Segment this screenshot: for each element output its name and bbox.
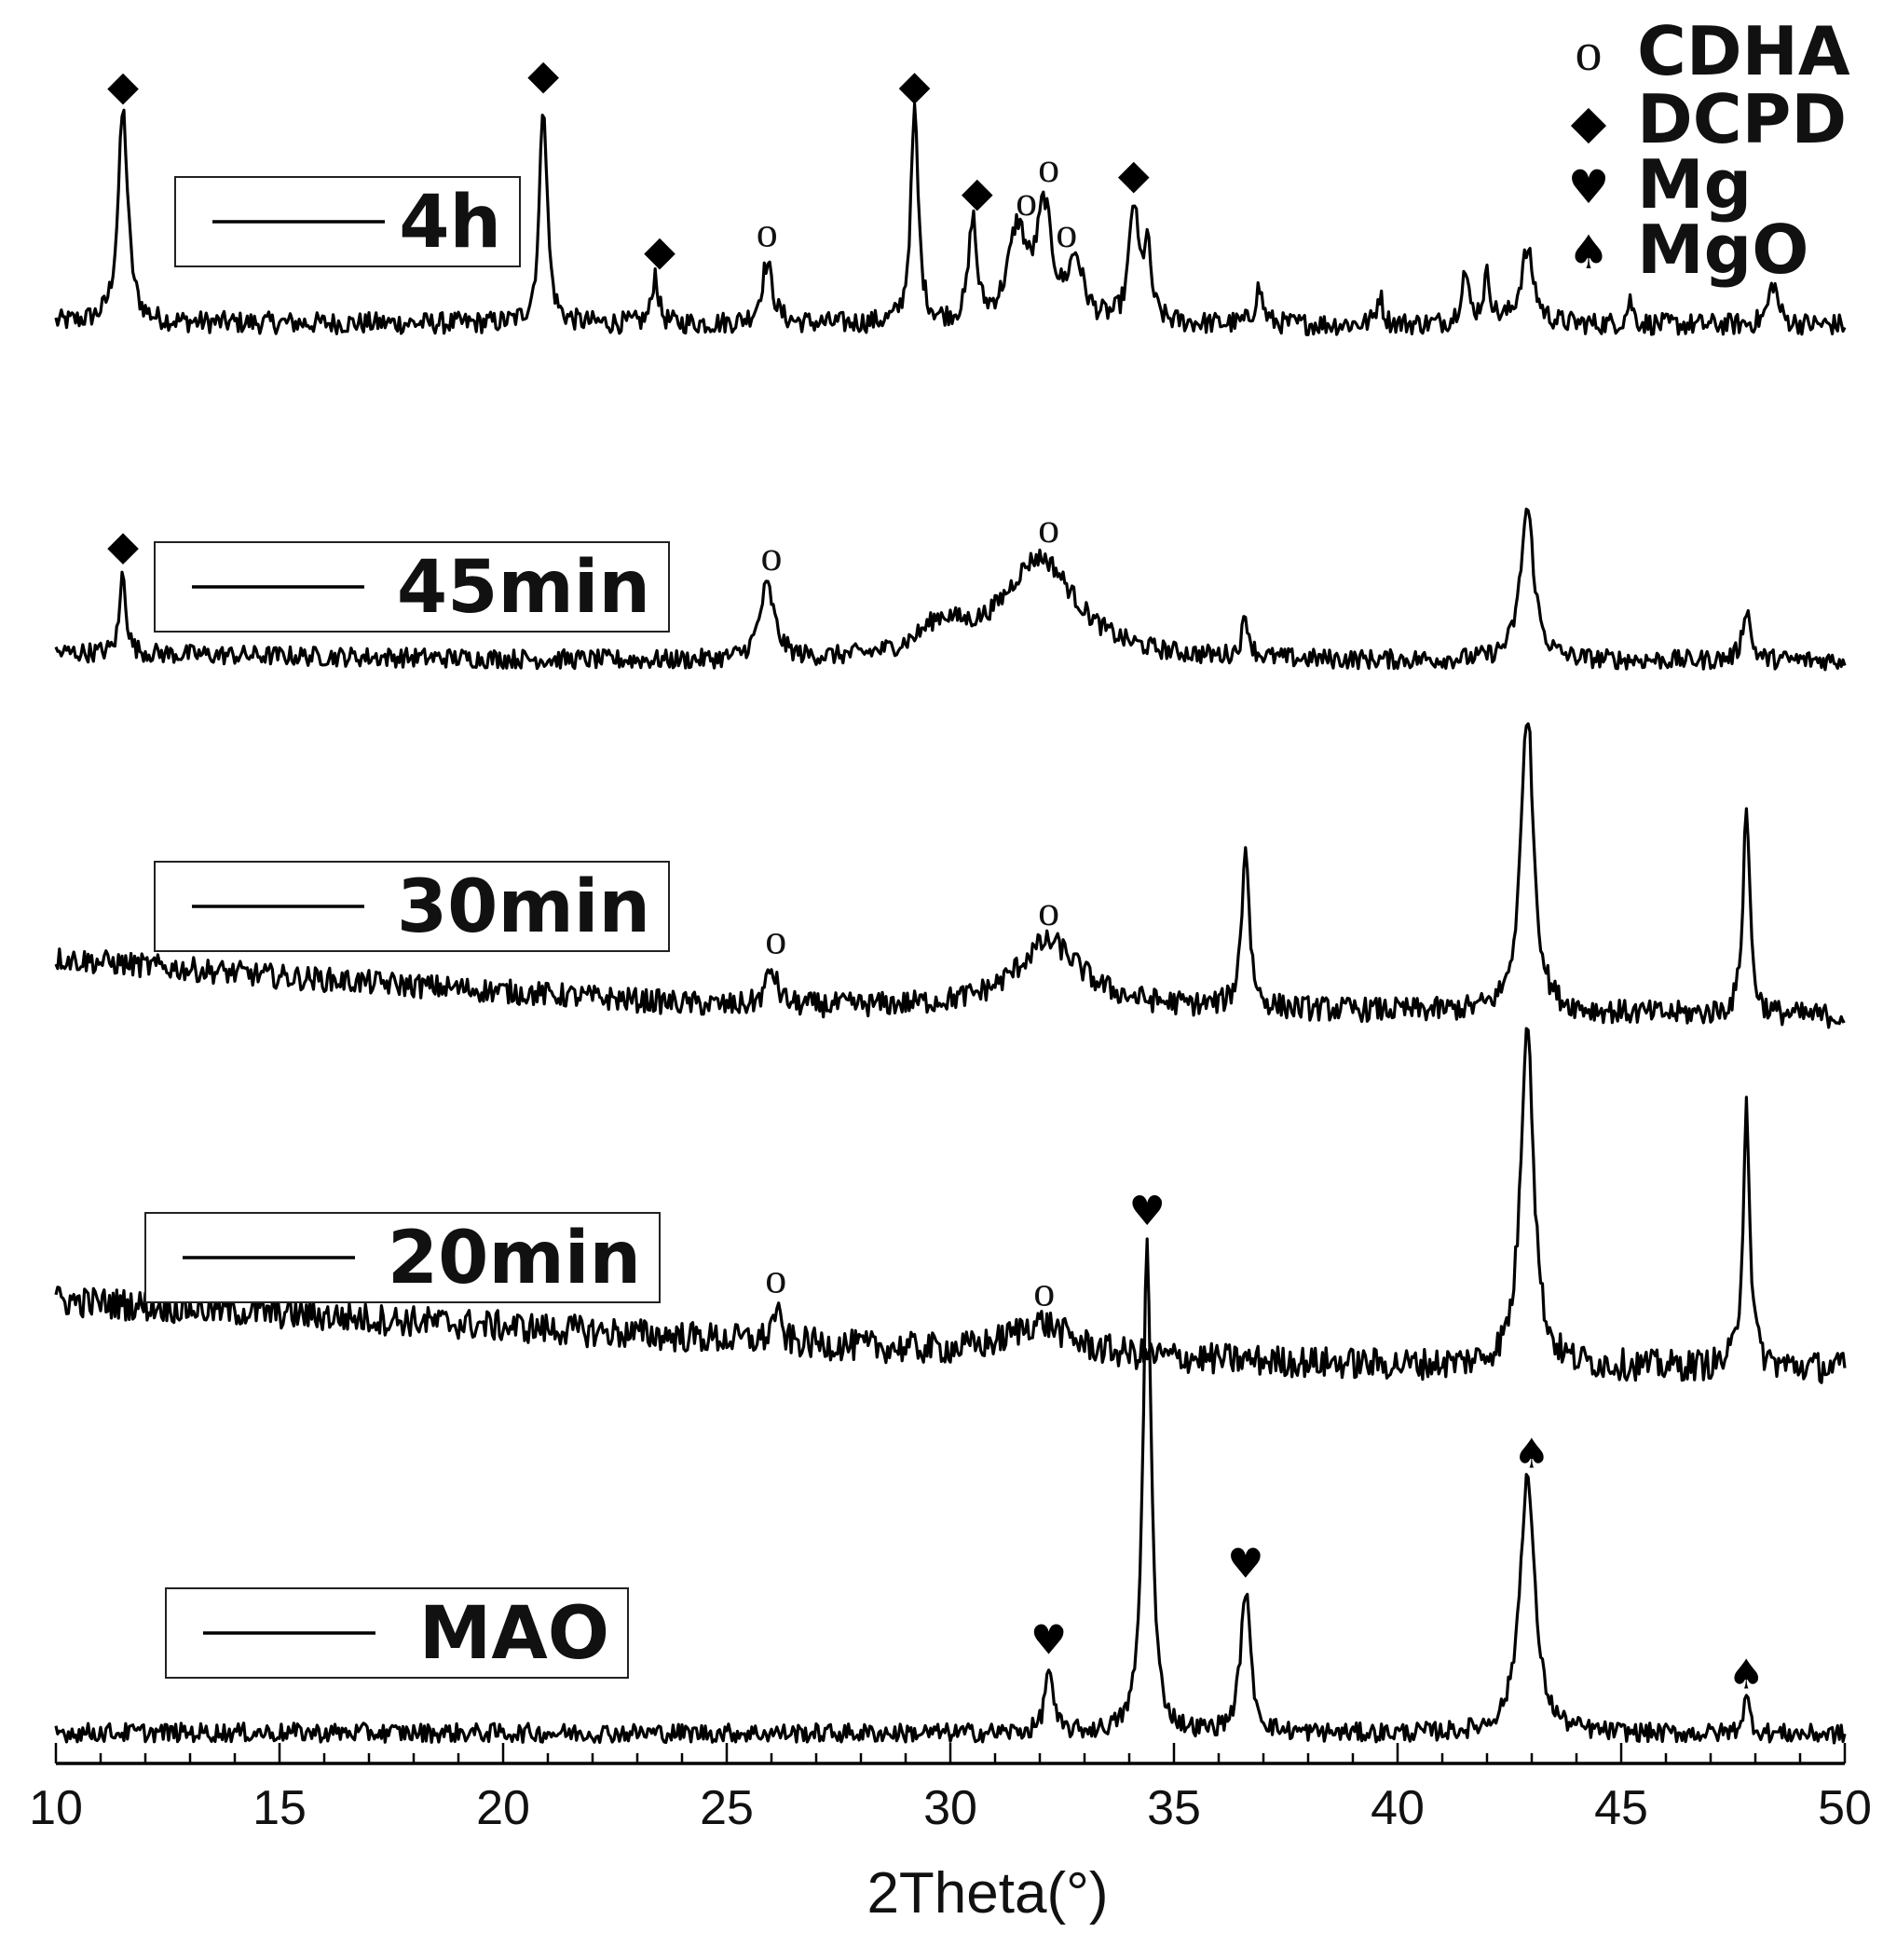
trace-45min: [54, 507, 1847, 672]
legend-label: DCPD: [1637, 80, 1847, 158]
marker-diamond-icon: ◆: [899, 62, 931, 110]
series-label-45min: 45min: [154, 541, 670, 633]
marker-circle-icon: o: [1038, 887, 1059, 934]
marker-circle-icon: o: [1056, 209, 1077, 256]
x-axis-label: 2Theta(°): [866, 1861, 1108, 1926]
trace-20min: [54, 1027, 1847, 1384]
pattern-traces: [54, 102, 1847, 1745]
legend-diamond-icon: ◆: [1571, 95, 1607, 149]
legend-entry-cdha: o CDHA: [1576, 12, 1850, 90]
series-labels: 4h 45min 30min 20min MAO: [144, 176, 670, 1679]
legend-heart-icon: ♥: [1568, 160, 1610, 214]
legend-entry-mg: ♥ Mg: [1568, 145, 1753, 224]
trace-30min: [54, 722, 1846, 1029]
marker-circle-icon: o: [1038, 143, 1059, 191]
marker-circle-icon: o: [1038, 504, 1059, 551]
marker-circle-icon: o: [1016, 177, 1037, 225]
marker-diamond-icon: ◆: [1118, 151, 1150, 198]
marker-diamond-icon: ◆: [962, 169, 993, 216]
marker-circle-icon: o: [757, 209, 778, 256]
series-name: 20min: [388, 1217, 641, 1300]
series-name: 30min: [397, 865, 650, 949]
series-label-30min: 30min: [154, 861, 670, 952]
trace-4h: [54, 102, 1847, 336]
trace-MAO: [54, 1237, 1847, 1745]
legend-label: CDHA: [1637, 12, 1850, 90]
marker-circle-icon: o: [765, 1254, 786, 1301]
x-tick-label: 45: [1594, 1781, 1648, 1835]
series-label-20min: 20min: [144, 1212, 661, 1303]
series-label-MAO: MAO: [165, 1587, 629, 1679]
legend-entry-mgo: ♠ MgO: [1568, 211, 1809, 289]
legend-label: MgO: [1637, 211, 1808, 289]
x-tick-label: 40: [1371, 1781, 1425, 1835]
x-tick-label: 20: [476, 1781, 530, 1835]
x-axis: 10 15 20 25 30 35 40 45 50: [29, 1743, 1872, 1835]
marker-diamond-icon: ◆: [644, 227, 675, 275]
marker-circle-icon: o: [761, 532, 783, 579]
x-tick-label: 25: [700, 1781, 754, 1835]
series-name: 45min: [397, 546, 650, 630]
marker-heart-icon: ♥: [1128, 1188, 1165, 1235]
series-name: MAO: [419, 1592, 609, 1676]
x-tick-label: 10: [29, 1781, 83, 1835]
series-label-4h: 4h: [174, 176, 521, 267]
marker-spade-icon: ♠: [1728, 1651, 1765, 1698]
marker-circle-icon: o: [765, 915, 786, 962]
x-tick-label: 35: [1147, 1781, 1201, 1835]
legend-circle-icon: o: [1576, 21, 1603, 82]
legend: o CDHA ◆ DCPD ♥ Mg ♠ MgO: [1568, 12, 1850, 289]
marker-heart-icon: ♥: [1030, 1617, 1067, 1665]
marker-diamond-icon: ◆: [527, 51, 559, 99]
legend-spade-icon: ♠: [1568, 225, 1610, 279]
marker-heart-icon: ♥: [1227, 1541, 1263, 1588]
x-tick-label: 30: [923, 1781, 977, 1835]
x-tick-label: 15: [252, 1781, 307, 1835]
marker-diamond-icon: ◆: [107, 522, 139, 569]
x-tick-label: 50: [1818, 1781, 1872, 1835]
legend-label: Mg: [1637, 145, 1752, 224]
series-name: 4h: [399, 181, 501, 265]
marker-diamond-icon: ◆: [107, 62, 139, 110]
marker-spade-icon: ♠: [1513, 1430, 1549, 1477]
marker-circle-icon: o: [1033, 1268, 1055, 1315]
legend-entry-dcpd: ◆ DCPD: [1571, 80, 1847, 158]
